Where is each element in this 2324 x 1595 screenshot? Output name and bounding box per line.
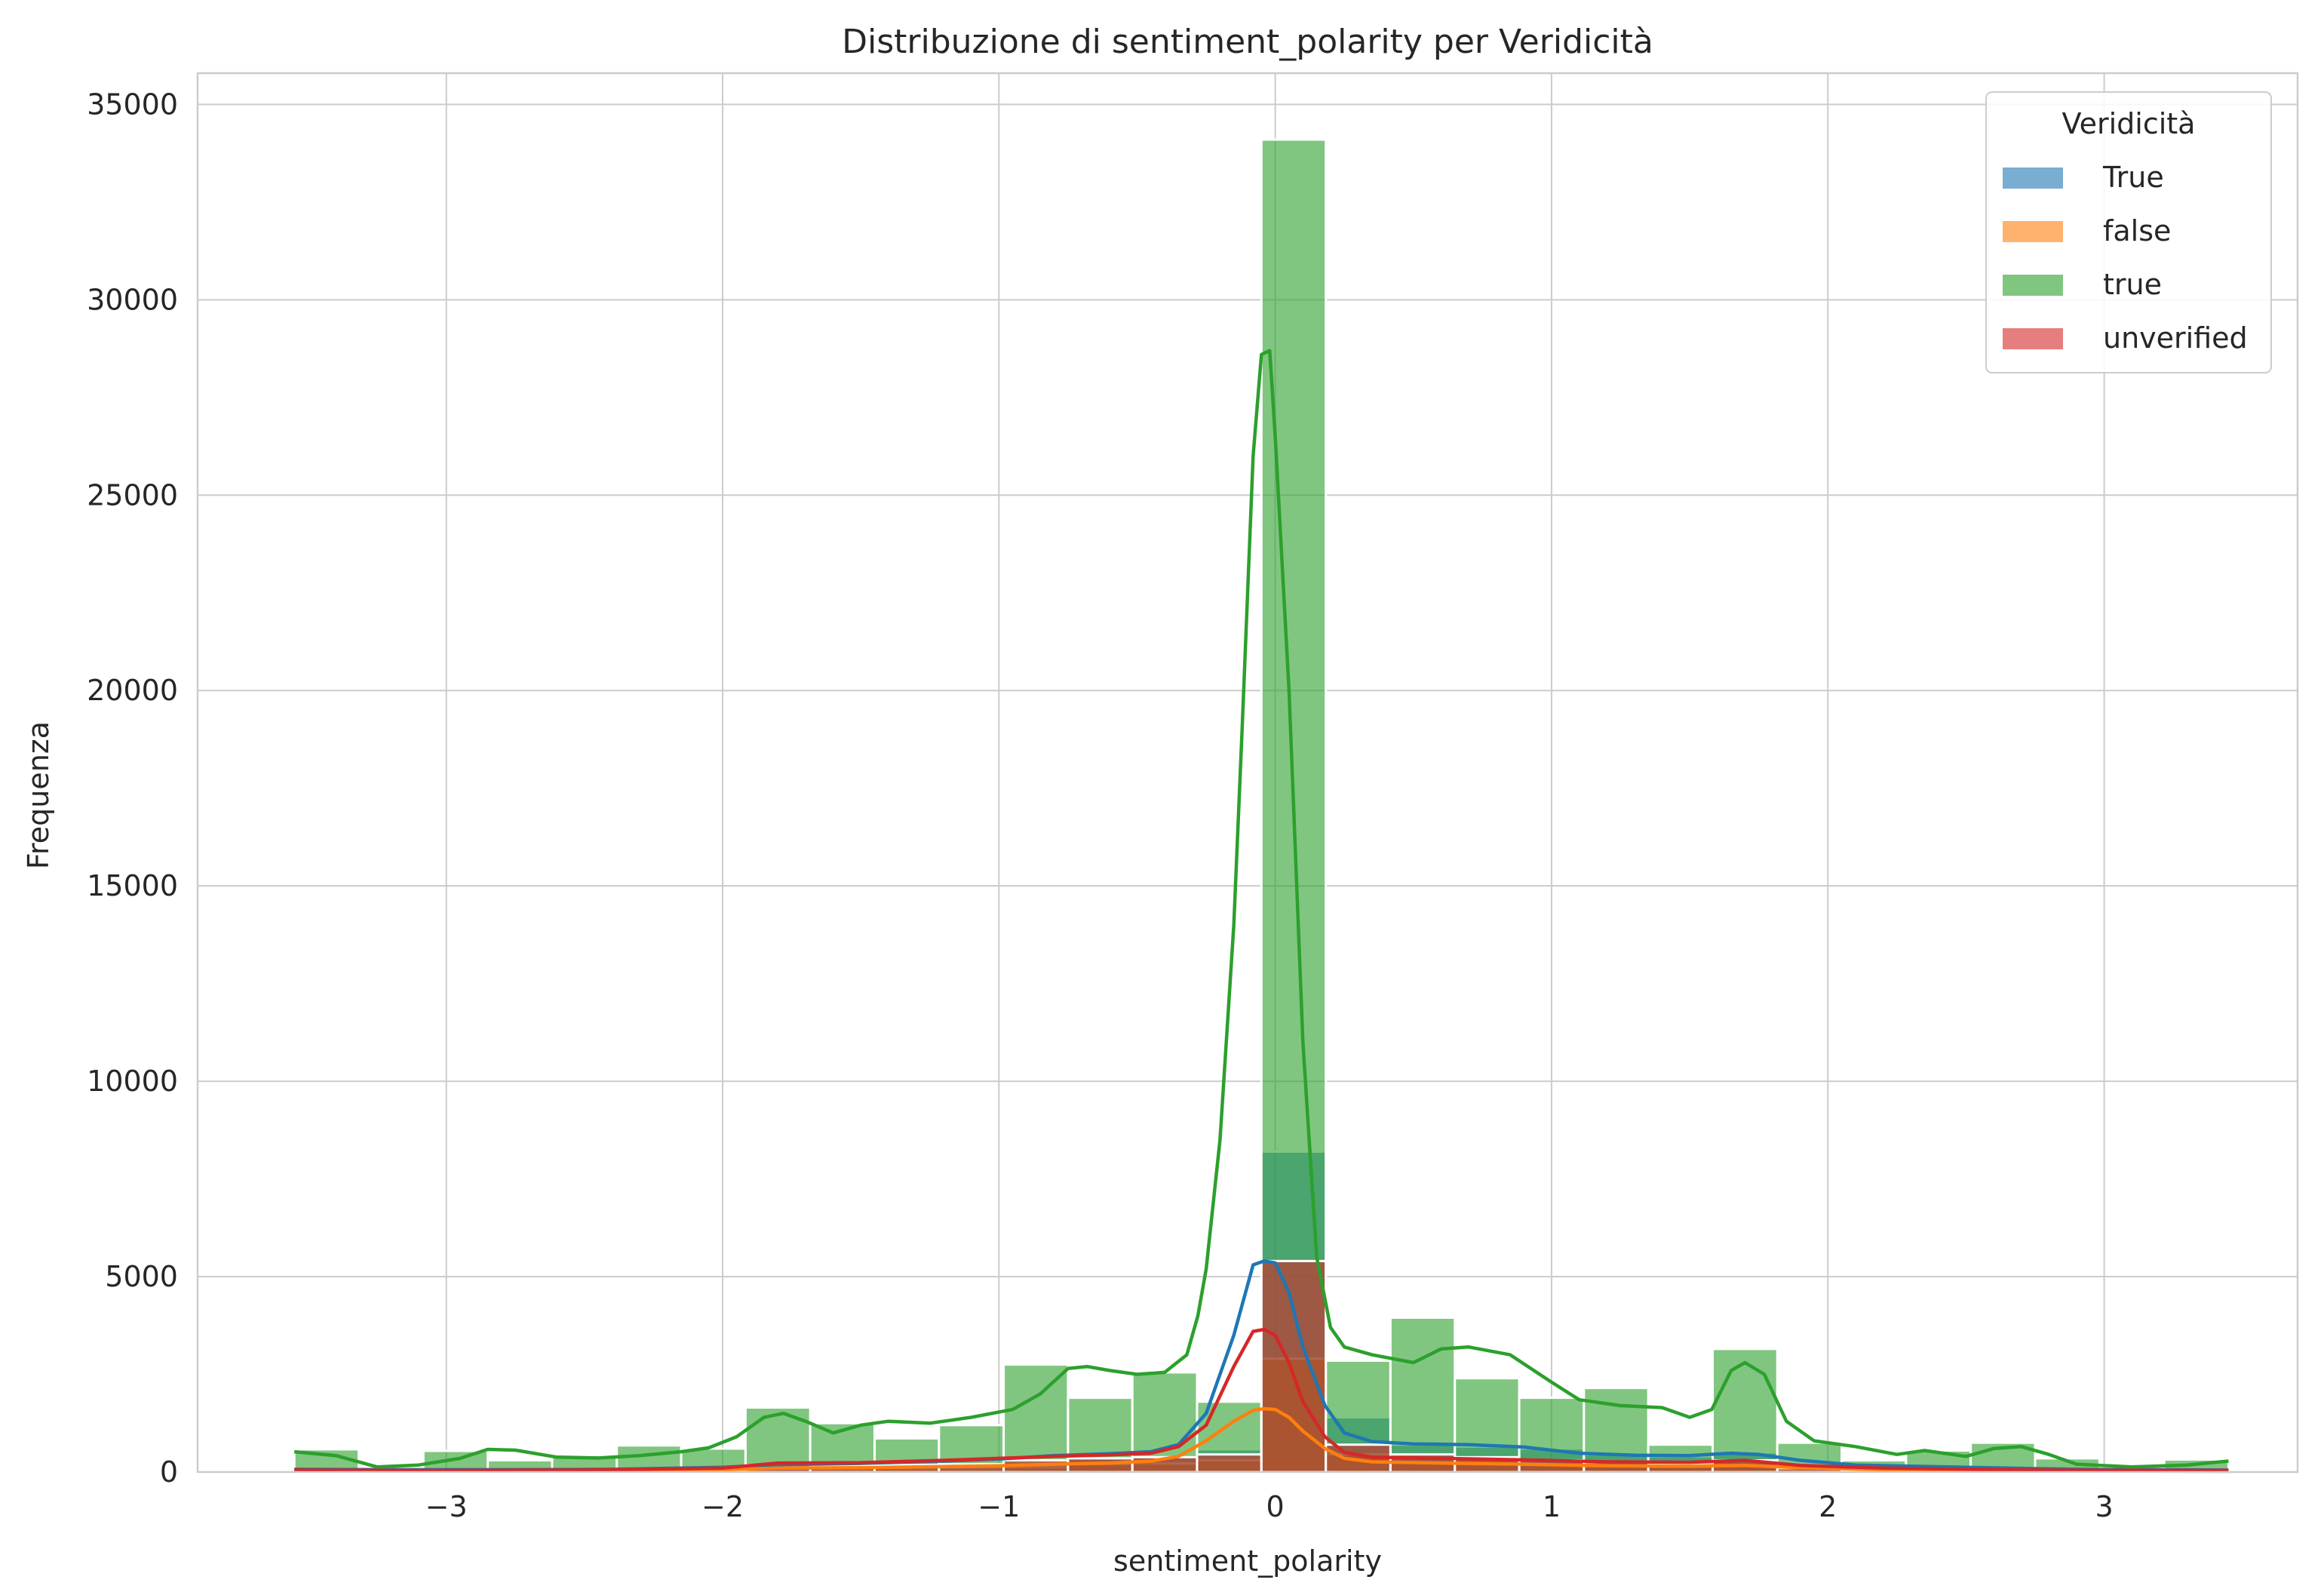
legend-label-false: false (2103, 214, 2171, 247)
x-tick-label-2: −1 (978, 1490, 1020, 1523)
bar-true-17 (1389, 1316, 1457, 1474)
legend-swatch-True (2003, 167, 2063, 189)
kde-line-true (293, 349, 2229, 1469)
kde-line-false (294, 1406, 2229, 1474)
legend-items: True false true unverified (2003, 161, 2248, 355)
y-tick-label-1: 5000 (105, 1260, 178, 1293)
x-tick-label-3: 0 (1266, 1490, 1285, 1523)
legend: Veridicità True false true unverified (1985, 91, 2272, 373)
kde-line-unverified (294, 1327, 2229, 1473)
y-axis-label: Frequenza (22, 721, 55, 869)
kde-curves (293, 349, 2229, 1474)
x-tick-label-1: −2 (701, 1490, 744, 1523)
x-axis-ticks: −3 −2 −1 0 1 2 3 (425, 1490, 2114, 1523)
legend-label-True: True (2102, 161, 2164, 194)
y-tick-label-0: 0 (160, 1455, 178, 1489)
bar-true-22 (1712, 1348, 1779, 1474)
x-axis-label: sentiment_polarity (1113, 1544, 1382, 1578)
plot-frame (196, 72, 2299, 1474)
x-tick-label-0: −3 (425, 1490, 468, 1523)
y-tick-label-7: 35000 (87, 88, 178, 121)
x-tick-label-4: 1 (1543, 1490, 1561, 1523)
y-tick-label-5: 25000 (87, 478, 178, 512)
chart-title: Distribuzione di sentiment_polarity per … (842, 23, 1653, 61)
y-axis-ticks: 0 5000 10000 15000 20000 25000 30000 35000 (87, 88, 178, 1489)
bar-unverified-15 (1260, 1259, 1328, 1474)
plot-background (198, 73, 2298, 1472)
legend-swatch-true (2003, 275, 2063, 296)
y-tick-label-3: 15000 (87, 869, 178, 902)
legend-swatch-false (2003, 221, 2063, 242)
legend-title: Veridicità (2062, 107, 2196, 140)
x-tick-label-6: 3 (2095, 1490, 2113, 1523)
x-tick-label-5: 2 (1819, 1490, 1837, 1523)
axes-frame (196, 72, 2299, 1474)
bar-unverified-14 (1196, 1453, 1263, 1474)
legend-swatch-unverified (2003, 328, 2063, 349)
legend-label-unverified: unverified (2103, 321, 2248, 355)
y-tick-label-4: 20000 (87, 674, 178, 707)
legend-label-true: true (2103, 268, 2162, 301)
y-tick-label-6: 30000 (87, 283, 178, 316)
legend-frame (1985, 91, 2272, 373)
y-tick-label-2: 10000 (87, 1065, 178, 1098)
